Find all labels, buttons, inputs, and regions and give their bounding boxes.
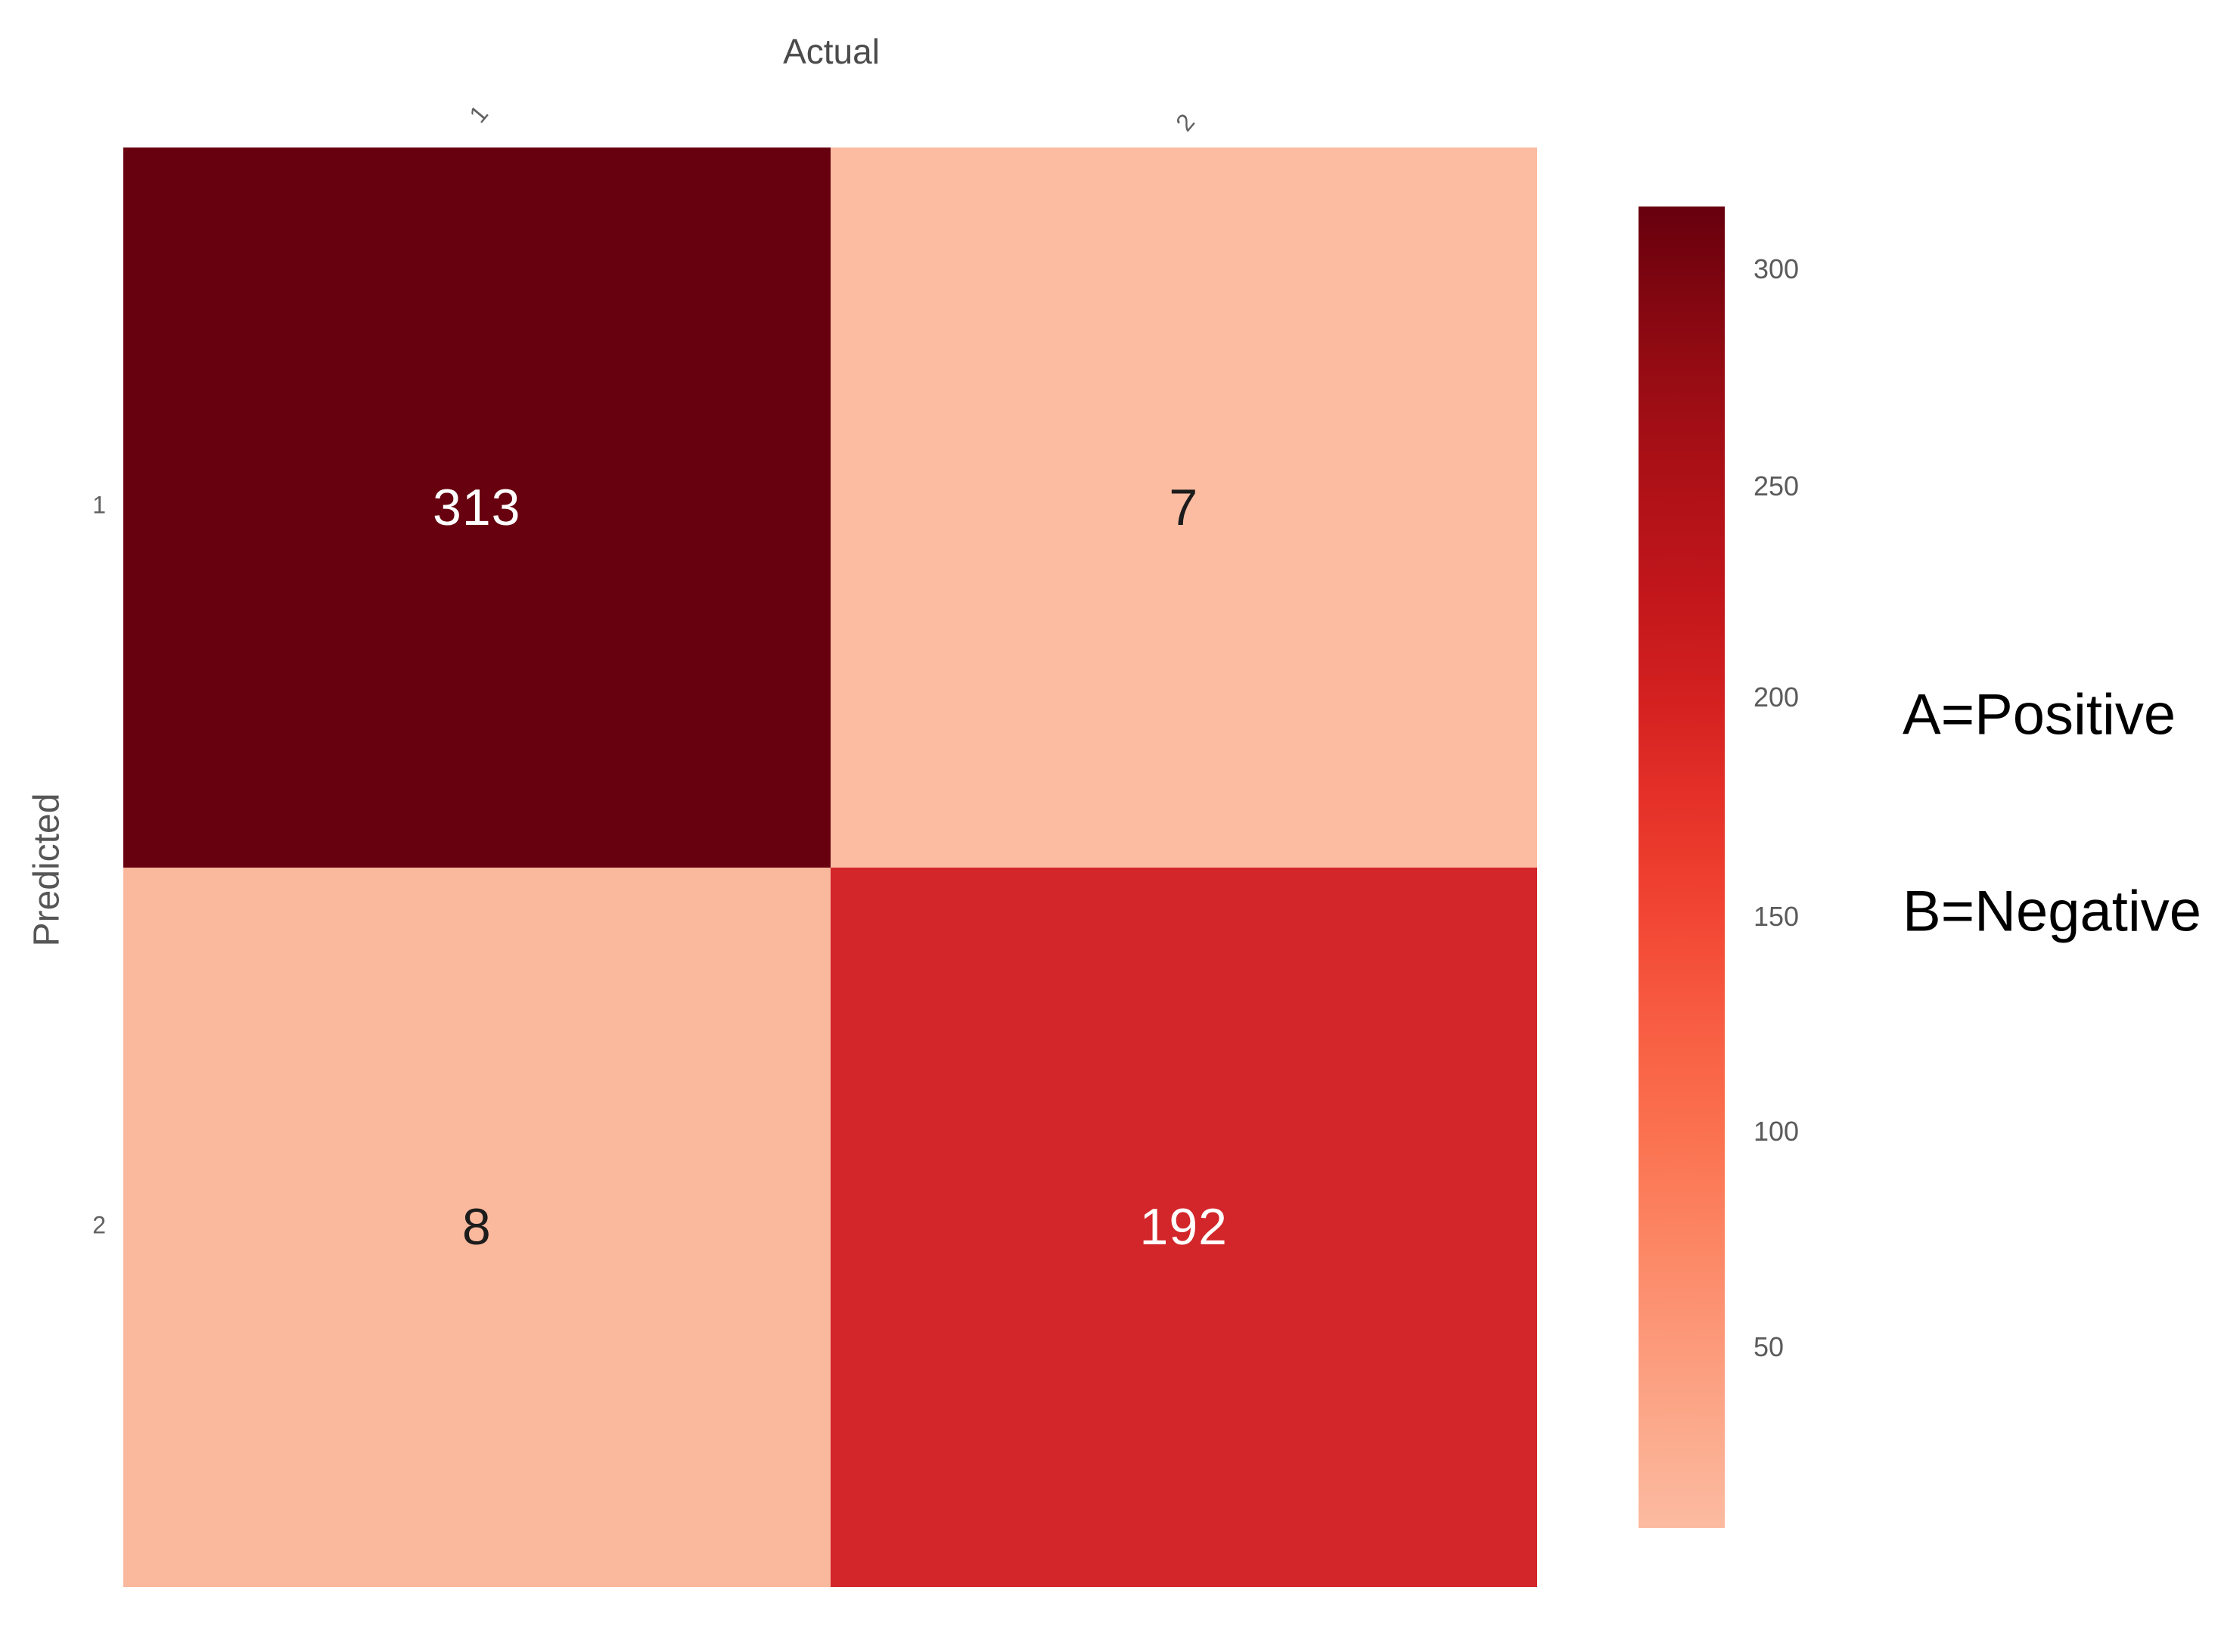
y-tick-label-1: 1: [92, 491, 106, 519]
cell-value-r1c1: 313: [433, 478, 521, 536]
colorbar-tick-50: 50: [1754, 1331, 1785, 1362]
x-axis-title: Actual: [783, 32, 880, 71]
x-tick-label-1: 1: [464, 100, 494, 129]
heatmap-cell-r1c1: 313: [123, 148, 831, 868]
colorbar-tick-200: 200: [1754, 682, 1800, 713]
x-tick-label-2: 2: [1170, 108, 1201, 137]
colorbar-tick-300: 300: [1754, 253, 1800, 284]
y-tick-label-2: 2: [92, 1211, 106, 1239]
colorbar-tick-250: 250: [1754, 470, 1800, 502]
cell-value-r2c1: 8: [461, 1198, 492, 1256]
cell-value-r1c2: 7: [1169, 478, 1199, 536]
heatmap-grid: 313 7 8 192: [123, 148, 1537, 1587]
cell-value-r2c2: 192: [1139, 1198, 1228, 1256]
heatmap-cell-r1c2: 7: [830, 148, 1537, 868]
y-axis-title: Predicted: [26, 793, 67, 947]
legend-note-a-positive: A=Positive: [1903, 682, 2176, 747]
colorbar-tick-150: 150: [1754, 901, 1800, 932]
colorbar: [1639, 206, 1725, 1528]
heatmap-cell-r2c1: 8: [123, 867, 831, 1587]
legend-note-b-negative: B=Negative: [1903, 879, 2202, 944]
heatmap-cell-r2c2: 192: [830, 867, 1537, 1587]
colorbar-tick-100: 100: [1754, 1116, 1800, 1147]
